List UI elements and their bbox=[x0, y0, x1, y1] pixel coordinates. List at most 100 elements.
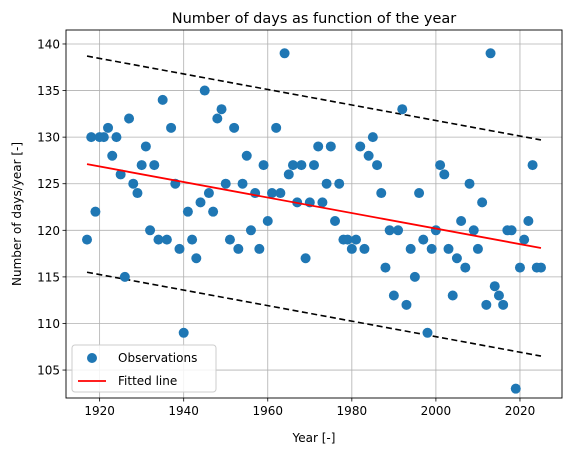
observation-point bbox=[86, 132, 97, 143]
observation-point bbox=[153, 234, 164, 245]
observation-point bbox=[447, 290, 458, 301]
chart-title: Number of days as function of the year bbox=[172, 11, 457, 27]
y-tick-label: 115 bbox=[37, 270, 60, 284]
observation-point bbox=[199, 85, 210, 96]
observation-point bbox=[161, 234, 172, 245]
observation-point bbox=[477, 197, 488, 208]
observation-point bbox=[489, 281, 500, 292]
observation-point bbox=[136, 160, 147, 171]
observation-point bbox=[535, 262, 546, 273]
observation-point bbox=[182, 206, 193, 217]
observation-point bbox=[140, 141, 151, 152]
observation-point bbox=[166, 122, 177, 133]
x-tick-label: 1960 bbox=[252, 404, 283, 418]
observation-point bbox=[376, 188, 387, 199]
x-axis: 1920 1940 1960 1980 2000 2020 bbox=[84, 398, 535, 418]
observation-point bbox=[523, 215, 534, 226]
observation-point bbox=[111, 132, 122, 143]
observation-point bbox=[149, 160, 160, 171]
observation-point bbox=[296, 160, 307, 171]
observation-point bbox=[443, 243, 454, 254]
observation-point bbox=[498, 299, 509, 310]
observation-point bbox=[451, 253, 462, 264]
observation-point bbox=[325, 141, 336, 152]
observation-point bbox=[275, 188, 286, 199]
observation-point bbox=[313, 141, 324, 152]
observation-point bbox=[203, 188, 214, 199]
observation-point bbox=[472, 243, 483, 254]
observation-point bbox=[245, 225, 256, 236]
observation-point bbox=[514, 262, 525, 273]
observation-point bbox=[191, 253, 202, 264]
y-tick-label: 110 bbox=[37, 317, 60, 331]
legend: Observations Fitted line bbox=[71, 344, 217, 393]
x-axis-label: Year [-] bbox=[292, 431, 336, 445]
x-tick-label: 1980 bbox=[337, 404, 368, 418]
y-tick-label: 125 bbox=[37, 177, 60, 191]
observation-point bbox=[342, 234, 353, 245]
observation-point bbox=[468, 225, 479, 236]
observation-point bbox=[279, 48, 290, 59]
observation-point bbox=[330, 215, 341, 226]
observation-point bbox=[233, 243, 244, 254]
observation-point bbox=[334, 178, 345, 189]
observation-point bbox=[367, 132, 378, 143]
observation-point bbox=[430, 225, 441, 236]
prediction-bound-line bbox=[86, 55, 542, 141]
observation-point bbox=[254, 243, 265, 254]
legend-fitted-line-label: Fitted line bbox=[118, 374, 177, 388]
observation-point bbox=[212, 113, 223, 124]
observation-point bbox=[98, 132, 109, 143]
observation-point bbox=[224, 234, 235, 245]
observation-point bbox=[409, 271, 420, 282]
x-tick-label: 1940 bbox=[168, 404, 199, 418]
fitted-line bbox=[86, 163, 542, 249]
observation-point bbox=[287, 160, 298, 171]
observation-point bbox=[351, 234, 362, 245]
observation-point bbox=[103, 122, 114, 133]
observation-point bbox=[124, 113, 135, 124]
observation-point bbox=[317, 197, 328, 208]
observation-point bbox=[397, 104, 408, 115]
observation-point bbox=[460, 262, 471, 273]
y-axis-label: Number of days/year [-] bbox=[10, 142, 24, 286]
observation-point bbox=[422, 327, 433, 338]
observation-point bbox=[401, 299, 412, 310]
observation-point bbox=[266, 188, 277, 199]
observation-point bbox=[321, 178, 332, 189]
y-tick-label: 140 bbox=[37, 37, 60, 51]
observation-point bbox=[208, 206, 219, 217]
observation-point bbox=[510, 383, 521, 394]
observation-point bbox=[384, 225, 395, 236]
observation-point bbox=[372, 160, 383, 171]
observation-point bbox=[195, 197, 206, 208]
observation-point bbox=[359, 243, 370, 254]
observation-point bbox=[178, 327, 189, 338]
observation-point bbox=[456, 215, 467, 226]
observation-point bbox=[519, 234, 530, 245]
observation-point bbox=[262, 215, 273, 226]
observation-point bbox=[405, 243, 416, 254]
observation-point bbox=[145, 225, 156, 236]
observation-point bbox=[241, 150, 252, 161]
observation-point bbox=[107, 150, 118, 161]
observation-point bbox=[346, 243, 357, 254]
legend-observations-marker bbox=[87, 353, 97, 363]
legend-box bbox=[71, 344, 217, 393]
observation-point bbox=[119, 271, 130, 282]
observation-point bbox=[220, 178, 231, 189]
observation-point bbox=[435, 160, 446, 171]
observation-point bbox=[426, 243, 437, 254]
prediction-bound-line bbox=[86, 271, 542, 357]
observation-point bbox=[464, 178, 475, 189]
observation-point bbox=[82, 234, 93, 245]
observation-point bbox=[439, 169, 450, 180]
observation-point bbox=[300, 253, 311, 264]
observation-point bbox=[380, 262, 391, 273]
series-layer bbox=[82, 48, 546, 394]
observation-point bbox=[174, 243, 185, 254]
observation-point bbox=[157, 94, 168, 105]
observation-point bbox=[481, 299, 492, 310]
observation-point bbox=[132, 188, 143, 199]
observation-point bbox=[237, 178, 248, 189]
